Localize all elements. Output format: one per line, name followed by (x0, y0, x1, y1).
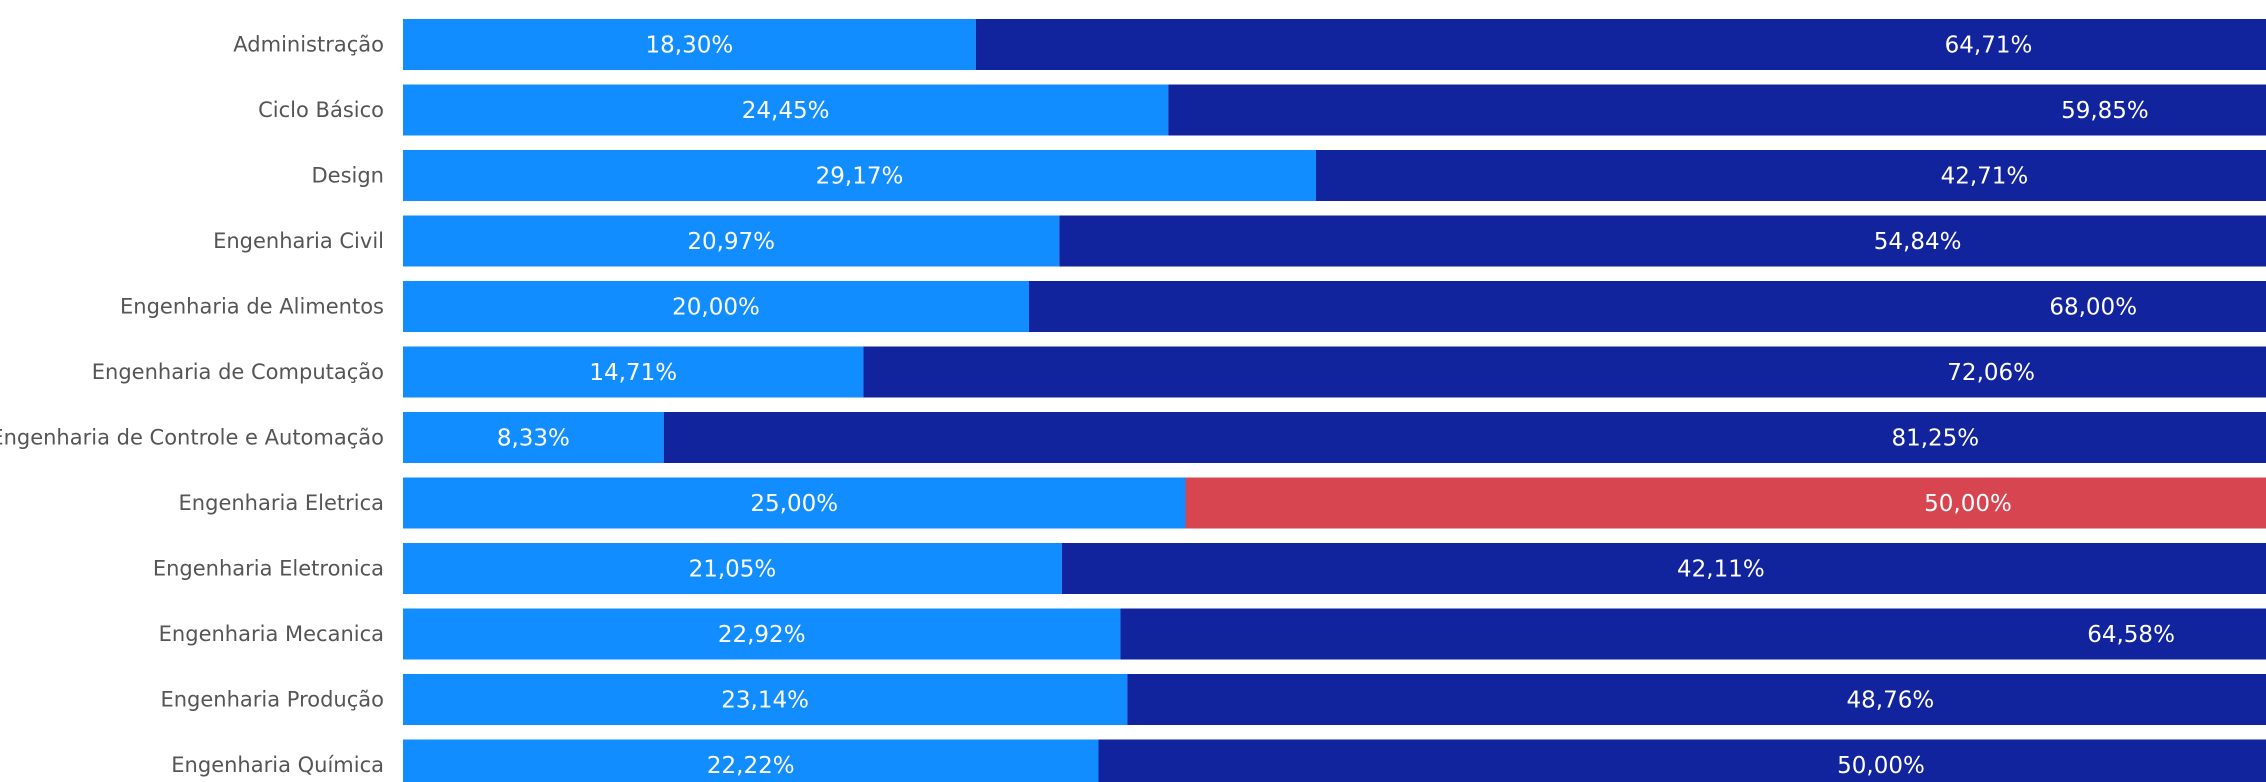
bar-segment[interactable] (863, 346, 2266, 398)
data-label: 72,06% (1947, 360, 2035, 386)
bar-segment[interactable] (1098, 739, 2266, 782)
data-label: 23,14% (721, 688, 809, 714)
category-label: Engenharia de Alimentos (120, 295, 384, 319)
bar-segment[interactable] (403, 281, 1029, 332)
category-label: Design (311, 164, 384, 188)
data-label: 68,00% (2049, 295, 2137, 321)
data-label: 24,45% (742, 98, 830, 124)
bar-segment[interactable] (1059, 215, 2266, 267)
data-label: 81,25% (1891, 426, 1979, 452)
bar-segment[interactable] (403, 543, 1062, 594)
data-label: 42,71% (1941, 164, 2029, 190)
data-label: 18,30% (646, 33, 734, 59)
data-label: 48,76% (1847, 688, 1935, 714)
data-label: 20,00% (672, 295, 760, 321)
bar-segment[interactable] (403, 739, 1099, 782)
category-label: Engenharia Química (171, 753, 384, 777)
bar-segment[interactable] (663, 412, 2266, 463)
data-label: 59,85% (2061, 98, 2149, 124)
bar-segment[interactable] (403, 477, 1186, 529)
category-label: Engenharia Eletrica (179, 491, 384, 515)
category-label: Administração (233, 33, 384, 57)
plot-area: 18,30%64,71%4,58%11,76%24,45%59,85%10,22… (403, 19, 2266, 782)
data-label: 50,00% (1837, 753, 1925, 779)
bar-segment[interactable] (403, 346, 864, 398)
data-label: 29,17% (816, 164, 904, 190)
data-label: 25,00% (750, 491, 838, 517)
category-label: Ciclo Básico (258, 98, 384, 122)
data-label: 64,71% (1945, 33, 2033, 59)
bar-segment[interactable] (1061, 543, 2266, 594)
category-label: Engenharia Eletronica (153, 557, 384, 581)
category-label: Engenharia de Controle e Automação (0, 426, 384, 450)
bar-segment[interactable] (403, 215, 1060, 267)
category-label: Engenharia Civil (213, 229, 384, 253)
bar-segment[interactable] (403, 84, 1169, 136)
data-label: 42,11% (1677, 557, 1765, 583)
bar-segment[interactable] (1127, 674, 2266, 725)
bar-segment[interactable] (403, 412, 664, 463)
bar-segment[interactable] (403, 608, 1121, 660)
category-label: Engenharia de Computação (92, 360, 384, 384)
data-label: 21,05% (689, 557, 777, 583)
bar-segment[interactable] (1120, 608, 2266, 660)
data-label: 20,97% (687, 229, 775, 255)
category-label: Engenharia Mecanica (159, 622, 384, 646)
data-label: 8,33% (497, 426, 570, 452)
bar-segment[interactable] (403, 150, 1317, 201)
bar-segment[interactable] (1029, 281, 2266, 332)
data-label: 14,71% (589, 360, 677, 386)
data-label: 22,22% (707, 753, 795, 779)
data-label: 22,92% (718, 622, 806, 648)
bar-segment[interactable] (975, 19, 2266, 70)
bar-segment[interactable] (1316, 150, 2266, 201)
data-label: 54,84% (1874, 229, 1962, 255)
bar-segment[interactable] (403, 19, 976, 70)
data-label: 64,58% (2087, 622, 2175, 648)
bar-segment[interactable] (403, 674, 1128, 725)
category-label: Engenharia Produção (160, 688, 384, 712)
data-label: 50,00% (1924, 491, 2012, 517)
bar-segment[interactable] (1185, 477, 2266, 529)
bar-segment[interactable] (1168, 84, 2266, 136)
